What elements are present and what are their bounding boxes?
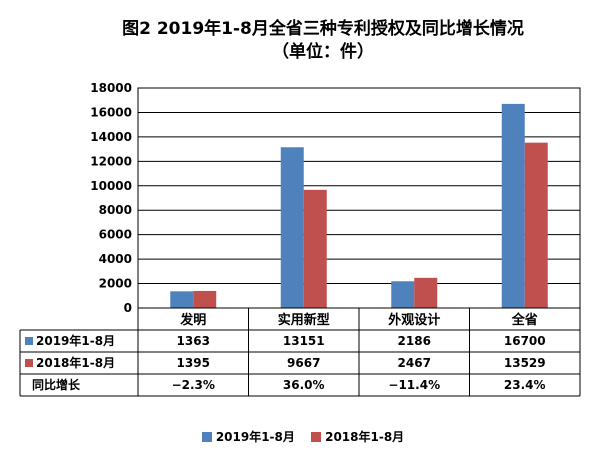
table-cell-growth: 36.0% [283,378,325,392]
y-tick-label: 16000 [90,105,132,119]
table-cell-value: 13529 [504,356,546,370]
table-cell-value: 13151 [283,334,325,348]
x-category-label: 全省 [511,312,538,328]
bar-2018 [193,290,217,308]
table-cell-value: 9667 [287,356,320,370]
y-tick-label: 6000 [99,228,132,242]
table-cell-growth: −2.3% [172,378,215,392]
table-cell-value: 1395 [177,356,210,370]
bar-2019 [501,103,525,308]
bar-2019 [170,291,194,308]
table-cell-value: 2467 [398,356,431,370]
bar-2018 [303,189,327,308]
y-tick-label: 10000 [90,179,132,193]
bar-2019 [280,147,304,308]
bar-2018 [524,142,548,308]
table-legend-key [25,359,33,367]
table-row-label: 2019年1-8月 [36,333,115,348]
bar-2018 [414,277,438,308]
table-cell-growth: −11.4% [388,378,440,392]
legend-swatch-2019 [201,432,212,442]
legend-item-2018: 2018年1-8月 [311,428,404,445]
table-cell-value: 1363 [177,334,210,348]
table-cell-growth: 23.4% [504,378,546,392]
chart-title: 图2 2019年1-8月全省三种专利授权及同比增长情况 [122,19,524,39]
x-category-label: 实用新型 [278,312,330,328]
table-row-label: 同比增长 [32,377,81,392]
table-cell-value: 16700 [504,334,546,348]
y-tick-label: 2000 [99,277,132,291]
x-category-label: 外观设计 [387,312,440,328]
legend-label-2019: 2019年1-8月 [215,430,295,444]
y-tick-label: 18000 [90,81,132,95]
chart-subtitle: （单位：件） [272,42,374,62]
table-row-label: 2018年1-8月 [36,355,115,370]
legend-swatch-2018 [311,432,322,442]
y-tick-label: 14000 [90,130,132,144]
y-tick-label: 8000 [99,203,132,217]
legend-item-2019: 2019年1-8月 [201,428,295,445]
bar-2019 [391,281,415,308]
y-tick-label: 4000 [99,252,132,266]
legend-label-2018: 2018年1-8月 [325,430,405,444]
y-tick-label: 12000 [90,154,132,168]
y-tick-label: 0 [124,301,132,315]
table-cell-value: 2186 [398,334,431,348]
x-category-label: 发明 [179,312,206,328]
table-legend-key [25,337,33,345]
legend: 2019年1-8月 2018年1-8月 [0,428,606,445]
